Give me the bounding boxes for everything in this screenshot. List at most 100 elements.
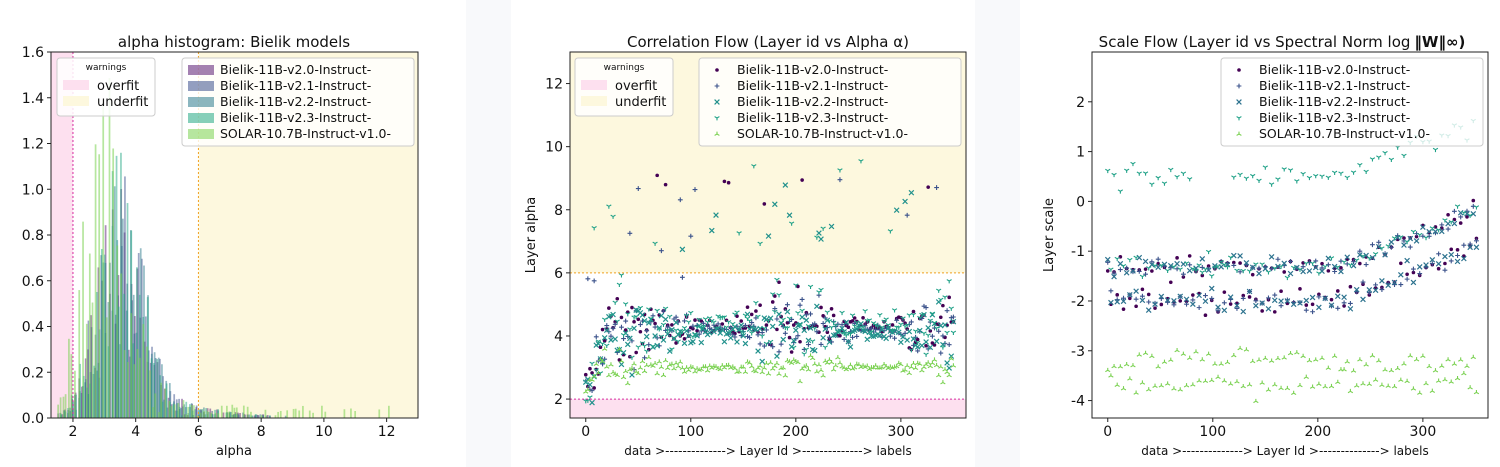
scatter-point: [625, 381, 631, 386]
scatter-point: [654, 308, 660, 314]
scatter-point: [692, 187, 698, 192]
scatter-point: [643, 349, 650, 354]
scatter-point: [1410, 279, 1417, 286]
scatter-point: [1357, 162, 1363, 168]
scatter-point: [934, 185, 939, 190]
scatter-point: [902, 367, 908, 372]
scatter-point: [608, 333, 614, 339]
scatter-point: [1114, 299, 1121, 305]
y-tick-label: 10: [545, 140, 563, 156]
scatter-point: [795, 359, 801, 365]
histogram-bar: [139, 248, 142, 418]
scatter-point: [1335, 379, 1341, 385]
scatter-point: [757, 325, 763, 332]
scatter-point: [772, 309, 778, 315]
scatter-point: [1423, 235, 1429, 241]
scatter-point: [1121, 307, 1126, 311]
scatter-point: [1130, 161, 1136, 167]
scatter-point: [788, 221, 795, 226]
scatter-point: [765, 371, 772, 376]
y-tick-label: 0.6: [22, 274, 44, 290]
scatter-point: [1241, 293, 1246, 298]
scatter-point: [1331, 263, 1338, 270]
scatter-point: [643, 362, 650, 368]
scatter-point: [1385, 383, 1391, 388]
scatter-point: [1184, 301, 1189, 307]
scatter-point: [620, 349, 627, 356]
scatter-point: [620, 374, 627, 380]
histogram-bar: [254, 414, 257, 418]
scatter-point: [669, 347, 675, 352]
histogram-bar: [116, 245, 119, 418]
scatter-point: [1423, 262, 1429, 268]
scatter-point: [1388, 239, 1395, 245]
histogram-bar: [78, 290, 81, 418]
scatter-point: [915, 348, 921, 354]
scatter-point: [927, 318, 933, 323]
scatter-point: [1265, 305, 1272, 312]
scatter-point: [1442, 218, 1448, 223]
scatter-point: [845, 338, 852, 345]
scatter-point: [1240, 383, 1246, 389]
scatter-point: [702, 364, 709, 369]
scatter-point: [1303, 297, 1310, 304]
scatter-point: [1376, 358, 1382, 363]
scatter-point: [1357, 248, 1363, 254]
scatter-point: [665, 328, 671, 333]
histogram-bar: [230, 411, 232, 418]
scatter-point: [755, 348, 761, 354]
scatter-point: [757, 363, 763, 368]
scatter-point: [1262, 265, 1269, 272]
histogram-bar: [105, 317, 108, 418]
scatter-point: [1196, 378, 1202, 383]
scatter-point: [1464, 363, 1470, 369]
scatter-point: [936, 328, 942, 334]
histogram-bar: [157, 357, 160, 418]
y-tick-label: 2: [1076, 95, 1085, 111]
scatter-point: [608, 313, 614, 318]
scatter-point: [616, 346, 623, 352]
scatter-point: [1426, 363, 1432, 369]
scatter-point: [635, 345, 641, 350]
scatter-point: [782, 330, 788, 336]
scatter-point: [1376, 155, 1382, 160]
scatter-point: [944, 330, 950, 336]
scatter-point: [850, 334, 855, 340]
scatter-point: [734, 339, 740, 345]
histogram-bar: [75, 394, 77, 418]
scatter-point: [1284, 385, 1291, 391]
legend-marker: [714, 116, 720, 121]
y-tick-label: 4: [554, 329, 563, 345]
scatter-point: [1146, 266, 1152, 271]
scatter-point: [738, 322, 745, 329]
warnings-legend-title: warnings: [86, 63, 127, 73]
scatter-point: [1183, 261, 1190, 266]
histogram-bar: [74, 370, 76, 418]
scatter-point: [1266, 295, 1271, 301]
legend-marker: [1236, 131, 1242, 136]
scatter-point: [1108, 299, 1114, 306]
scatter-point: [797, 302, 803, 308]
scatter-point: [839, 322, 845, 328]
scatter-point: [1319, 355, 1325, 361]
scatter-point: [1234, 306, 1240, 311]
scatter-point: [1234, 379, 1240, 384]
scatter-point: [604, 364, 610, 369]
scatter-point: [1436, 251, 1442, 257]
legend-label: Bielik-11B-v2.3-Instruct-: [737, 110, 888, 125]
scatter-point: [1470, 210, 1477, 217]
scatter-point: [1350, 170, 1357, 175]
scatter-point: [1398, 377, 1404, 382]
scatter-point: [940, 345, 946, 350]
scatter-point: [931, 320, 938, 326]
scatter-point: [1215, 304, 1221, 311]
scatter-point: [1136, 352, 1142, 357]
scatter-point: [1161, 181, 1168, 186]
scatter-point: [1407, 235, 1414, 242]
scatter-point: [1439, 363, 1445, 368]
histogram-bar: [102, 99, 105, 418]
scatter-point: [740, 364, 746, 369]
scatter-point: [1237, 253, 1243, 259]
x-tick-label: 2: [68, 424, 77, 440]
scatter-point: [1259, 300, 1265, 306]
